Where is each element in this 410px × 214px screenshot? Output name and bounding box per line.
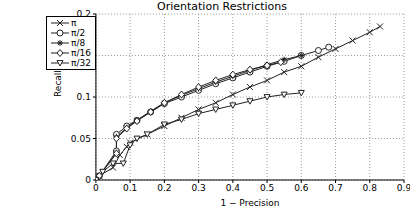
svg-text:0.9: 0.9	[397, 183, 402, 193]
svg-text:1 − Precision: 1 − Precision	[220, 198, 279, 208]
svg-text:0.05: 0.05	[71, 134, 91, 144]
svg-text:Recall: Recall	[53, 70, 63, 97]
svg-text:0.3: 0.3	[191, 183, 205, 193]
svg-text:0.1: 0.1	[123, 183, 137, 193]
svg-text:0.4: 0.4	[226, 183, 241, 193]
svg-text:0.8: 0.8	[363, 183, 378, 193]
svg-text:0.6: 0.6	[294, 183, 309, 193]
svg-text:0: 0	[85, 175, 91, 185]
svg-text:0: 0	[93, 183, 99, 193]
svg-text:0.2: 0.2	[77, 9, 91, 19]
svg-text:0.7: 0.7	[328, 183, 342, 193]
svg-text:0.5: 0.5	[260, 183, 274, 193]
svg-text:0.15: 0.15	[71, 51, 91, 61]
svg-text:0.1: 0.1	[77, 92, 91, 102]
svg-text:0.2: 0.2	[157, 183, 171, 193]
